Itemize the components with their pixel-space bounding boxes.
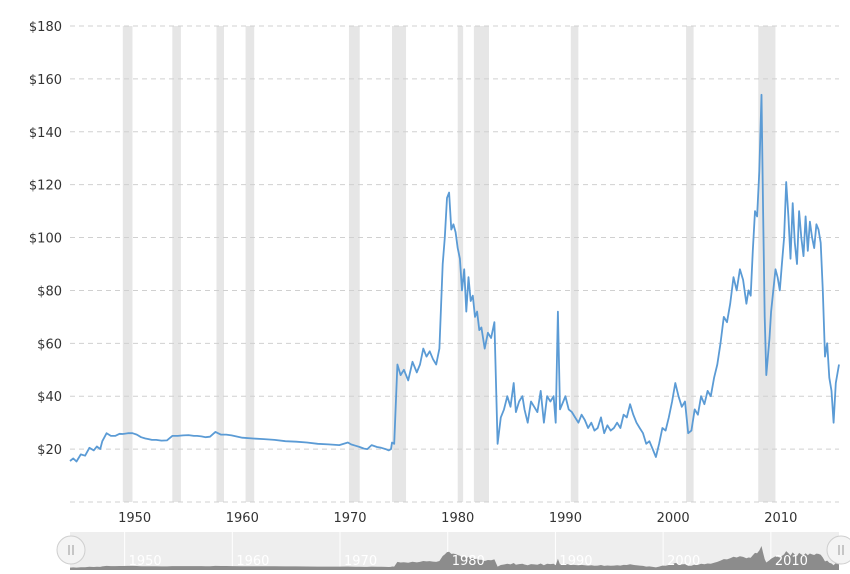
navigator-tick-label-1: 1960 xyxy=(236,554,269,569)
recession-band-0 xyxy=(122,26,133,502)
y-tick-label-5: $120 xyxy=(29,179,62,194)
x-tick-label-4: 1990 xyxy=(549,511,582,526)
x-tick-label-5: 2000 xyxy=(657,511,690,526)
x-tick-label-0: 1950 xyxy=(118,511,151,526)
recession-band-3 xyxy=(245,26,255,502)
series-line xyxy=(69,93,840,463)
x-tick-label-3: 1980 xyxy=(441,511,474,526)
x-tick-label-2: 1970 xyxy=(333,511,366,526)
navigator-tick-label-6: 2010 xyxy=(775,554,808,569)
navigator-tick-label-4: 1990 xyxy=(559,554,592,569)
y-axis-tick-labels: $20 $40 $60 $80 $100 $120 $140 $160 $180 xyxy=(29,20,62,458)
navigator-left-handle[interactable] xyxy=(56,535,86,565)
navigator-tick-label-0: 1950 xyxy=(129,554,162,569)
recession-band-9 xyxy=(686,26,694,502)
y-tick-label-8: $180 xyxy=(29,20,62,35)
y-tick-label-3: $80 xyxy=(37,284,62,299)
navigator-tick-labels: 1950 1960 1970 1980 1990 2000 2010 xyxy=(129,554,808,569)
x-tick-label-6: 2010 xyxy=(764,511,797,526)
recession-band-8 xyxy=(570,26,579,502)
recession-band-2 xyxy=(216,26,225,502)
recession-band-4 xyxy=(348,26,360,502)
y-tick-label-1: $40 xyxy=(37,390,62,405)
recession-bands xyxy=(122,26,776,502)
navigator-tick-label-5: 2000 xyxy=(667,554,700,569)
x-axis-tick-labels: 1950 1960 1970 1980 1990 2000 2010 xyxy=(118,511,797,526)
navigator-tick-label-2: 1970 xyxy=(344,554,377,569)
x-tick-label-1: 1960 xyxy=(226,511,259,526)
y-tick-label-6: $140 xyxy=(29,126,62,141)
y-tick-label-7: $160 xyxy=(29,73,62,88)
y-tick-label-0: $20 xyxy=(37,443,62,458)
navigator-tick-label-3: 1980 xyxy=(452,554,485,569)
navigator-area xyxy=(70,546,839,570)
series-group xyxy=(69,93,840,463)
recession-band-7 xyxy=(473,26,489,502)
navigator-right-handle[interactable] xyxy=(826,535,850,565)
recession-band-5 xyxy=(392,26,407,502)
recession-band-1 xyxy=(172,26,181,502)
y-tick-label-4: $100 xyxy=(29,232,62,247)
y-tick-label-2: $60 xyxy=(37,337,62,352)
range-navigator[interactable]: 1950 1960 1970 1980 1990 2000 2010 xyxy=(56,532,850,570)
y-gridlines xyxy=(70,25,839,503)
